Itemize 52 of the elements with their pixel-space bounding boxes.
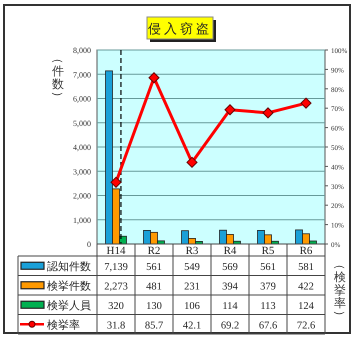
legend-label: 検挙件数 [47, 279, 91, 292]
y-tick-label: 5,000 [73, 118, 91, 128]
point [224, 104, 236, 116]
y-tick-label: 2,000 [73, 192, 91, 200]
data-label: 85.7 [144, 320, 164, 332]
point [186, 156, 198, 168]
y-axis-title: （件数） [51, 52, 65, 103]
y-tick-label: 3,000 [73, 167, 91, 176]
data-label: 72.6 [296, 320, 316, 332]
point [148, 72, 160, 84]
data-label: 113 [260, 300, 276, 312]
y-tick-label: 0 [87, 240, 91, 249]
data-label: 69.2 [220, 320, 240, 332]
data-label: 106 [184, 300, 200, 312]
data-label: 549 [184, 262, 200, 273]
x-tick-label: R2 [148, 245, 160, 257]
y2-axis-title: （検挙率） [333, 258, 347, 322]
y-tick-label: 4,000 [73, 143, 91, 152]
data-label: 130 [146, 300, 162, 312]
point [300, 98, 312, 109]
y-tick-label: 6,000 [73, 94, 91, 104]
legend-label: 検挙率 [47, 318, 80, 332]
data-label: 7,139 [104, 262, 128, 273]
point [110, 176, 122, 188]
x-tick-label: R5 [262, 245, 275, 257]
data-label: 561 [146, 262, 162, 273]
y-tick-label: 8,000 [73, 46, 91, 55]
data-label: 42.1 [182, 320, 202, 332]
data-label: 394 [222, 281, 239, 292]
legend-label: 検挙人員 [47, 298, 91, 312]
data-label: 31.8 [106, 320, 126, 332]
data-label: 2,273 [104, 281, 128, 292]
x-tick-label: R3 [186, 245, 199, 257]
x-tick-label: R4 [224, 245, 237, 257]
chart-title: 侵入窃盗 [148, 21, 212, 36]
data-label: 114 [222, 300, 238, 312]
data-label: 581 [298, 262, 314, 273]
y-tick-label: 7,000 [73, 70, 91, 80]
data-label: 67.6 [258, 320, 278, 332]
data-label: 422 [298, 281, 314, 292]
legend-label: 認知件数 [47, 260, 91, 273]
point [262, 107, 274, 118]
x-tick-label: R6 [300, 245, 313, 257]
data-label: 320 [108, 300, 124, 312]
data-label: 124 [298, 300, 315, 312]
y-tick-label: 1,000 [73, 216, 91, 225]
x-tick-label: H14 [106, 245, 126, 257]
data-label: 231 [184, 281, 200, 292]
data-label: 561 [260, 262, 276, 273]
data-label: 569 [222, 262, 238, 273]
data-label: 481 [146, 281, 162, 292]
data-label: 379 [260, 281, 276, 292]
